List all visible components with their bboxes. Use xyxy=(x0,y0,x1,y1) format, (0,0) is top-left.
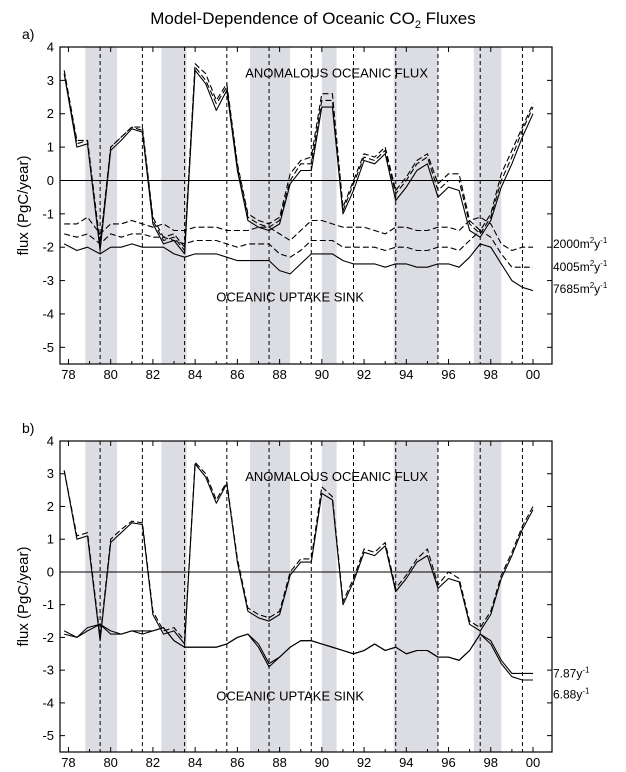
chart-1-x-tick-label-3: 84 xyxy=(188,367,202,382)
chart-2-y-tick-label-2: -3 xyxy=(42,663,54,678)
chart-1-series-sink-4 xyxy=(64,229,533,268)
chart-1-y-tick-label-9: 4 xyxy=(47,40,54,55)
chart-1-plot-frame xyxy=(59,46,553,365)
chart-2-annotation-1: OCEANIC UPTAKE SINK xyxy=(216,688,364,703)
chart-1-series-sink-3 xyxy=(63,243,534,292)
chart-2-series-sink-3 xyxy=(63,623,533,681)
chart-1-x-tick-label-8: 94 xyxy=(399,367,413,382)
chart-1-end-label-2: 7685m2y-1 xyxy=(553,281,608,296)
chart-1-y-tick-label-7: 2 xyxy=(47,106,54,121)
chart-2-y-tick-label-9: 4 xyxy=(47,434,54,449)
chart-1-y-tick-label-1: -4 xyxy=(42,306,54,321)
chart-2-x-tick-label-10: 98 xyxy=(484,755,498,770)
chart-1-x-tick-label-5: 88 xyxy=(272,367,286,382)
chart-1-shaded-period-5 xyxy=(473,47,502,364)
chart-1-y-tick-label-4: -1 xyxy=(42,206,54,221)
chart-2-y-tick-label-7: 2 xyxy=(47,499,54,514)
chart-1-y-tick-label-8: 3 xyxy=(47,73,54,88)
chart-1-end-label-0: 2000m2y-1 xyxy=(553,236,608,251)
chart-2-series-anomaly-0 xyxy=(63,463,534,645)
chart-2-shaded-period-1 xyxy=(161,441,187,752)
chart-2-annotation-0: ANOMALOUS OCEANIC FLUX xyxy=(245,469,428,484)
chart-2-y-tick-label-0: -5 xyxy=(42,728,54,743)
chart-2-end-label-0-part-0: 7.87y xyxy=(553,666,582,680)
chart-1-x-tick-label-2: 82 xyxy=(146,367,160,382)
chart-2-y-tick-label-1: -4 xyxy=(42,695,54,710)
chart-1-annotation-1: OCEANIC UPTAKE SINK xyxy=(216,289,364,304)
chart-2-x-tick-label-6: 90 xyxy=(315,755,329,770)
chart-2-x-tick-label-7: 92 xyxy=(357,755,371,770)
chart-2-x-tick-label-5: 88 xyxy=(272,755,286,770)
chart-1-x-tick-label-0: 78 xyxy=(61,367,75,382)
chart-2-y-tick-label-3: -2 xyxy=(42,630,54,645)
chart-1-end-label-1: 4005m2y-1 xyxy=(553,259,608,274)
chart-2-y-tick-label-8: 3 xyxy=(47,466,54,481)
chart-2-end-label-0-part-3: -1 xyxy=(582,665,590,674)
chart-1-annotation-0: ANOMALOUS OCEANIC FLUX xyxy=(245,66,428,81)
chart-2-shaded-period-0 xyxy=(85,441,118,752)
chart-1-y-tick-label-5: 0 xyxy=(47,173,54,188)
chart-1-x-tick-label-4: 86 xyxy=(230,367,244,382)
chart-1-y-tick-label-2: -3 xyxy=(42,273,54,288)
chart-2-y-axis-label: flux (PgC/year) xyxy=(15,546,32,646)
chart-2-end-label-1: 6.88y-1 xyxy=(553,687,590,702)
chart-2-x-tick-label-2: 82 xyxy=(146,755,160,770)
chart-1-end-label-0-part-1: 2 xyxy=(590,236,595,245)
chart-2-end-label-0: 7.87y-1 xyxy=(553,665,590,680)
chart-2-y-tick-label-4: -1 xyxy=(42,597,54,612)
chart-1-shaded-period-0 xyxy=(85,47,118,364)
chart-2-x-tick-label-11: 00 xyxy=(526,755,540,770)
chart-2-y-tick-label-5: 0 xyxy=(47,564,54,579)
chart-1-x-tick-label-1: 80 xyxy=(103,367,117,382)
chart-2-x-tick-label-9: 96 xyxy=(441,755,455,770)
chart-1-x-tick-label-7: 92 xyxy=(357,367,371,382)
chart-1-shaded-period-3 xyxy=(321,47,337,364)
chart-1-end-label-2-part-0: 7685m xyxy=(553,282,590,296)
chart-1-y-tick-label-3: -2 xyxy=(42,240,54,255)
chart-2-x-tick-label-0: 78 xyxy=(61,755,75,770)
chart-2-shaded-period-5 xyxy=(473,441,502,752)
chart-1-end-label-1-part-2: y xyxy=(594,260,600,274)
chart-2-x-tick-label-4: 86 xyxy=(230,755,244,770)
chart-2-y-tick-label-6: 1 xyxy=(47,532,54,547)
chart-1-y-tick-label-0: -5 xyxy=(42,340,54,355)
chart-1-x-tick-label-10: 98 xyxy=(484,367,498,382)
panel-b: -5 -4 -3 -2 -1 0 1 2 3 4 78 80 82 84 86 88 90 92 94 96 98 00 b… xyxy=(15,420,590,770)
chart-1-x-tick-label-11: 00 xyxy=(526,367,540,382)
chart-2-plot-frame xyxy=(59,440,553,753)
chart-2-end-label-1-part-0: 6.88y xyxy=(553,688,582,702)
chart-2-end-label-1-part-3: -1 xyxy=(582,687,590,696)
chart-1-end-label-0-part-2: y xyxy=(594,237,600,251)
panel-a: -5 -4 -3 -2 -1 0 1 2 3 4 78 80 82 84 86 88 90 92 94 96 98 00 a… xyxy=(15,26,608,382)
chart-1-series-anomaly-2 xyxy=(63,63,534,248)
chart-2-panel-label: b) xyxy=(22,420,34,436)
chart-1-end-label-2-part-3: -1 xyxy=(600,281,608,290)
chart-2-shaded-period-3 xyxy=(321,441,337,752)
chart-1-series-sink-5 xyxy=(64,216,533,252)
chart-1-y-tick-label-6: 1 xyxy=(47,140,54,155)
chart-1-end-label-1-part-1: 2 xyxy=(590,259,595,268)
chart-2-x-tick-label-8: 94 xyxy=(399,755,413,770)
chart-1-end-label-2-part-2: y xyxy=(594,282,600,296)
chart-1-y-axis-label: flux (PgC/year) xyxy=(15,155,32,255)
chart-2-x-tick-label-1: 80 xyxy=(103,755,117,770)
chart-2-series-anomaly-1 xyxy=(63,461,534,642)
chart-1-end-label-2-part-1: 2 xyxy=(590,281,595,290)
chart-1-end-label-0-part-3: -1 xyxy=(600,236,608,245)
chart-1-x-tick-label-6: 90 xyxy=(315,367,329,382)
chart-1-series-anomaly-1 xyxy=(63,66,534,252)
chart-1-end-label-1-part-0: 4005m xyxy=(553,260,590,274)
chart-1-end-label-1-part-3: -1 xyxy=(600,259,608,268)
chart-1-panel-label: a) xyxy=(22,26,34,42)
chart-2-shaded-period-4 xyxy=(393,441,438,752)
chart-1-x-tick-label-9: 96 xyxy=(441,367,455,382)
figure-title: Model-Dependence of Oceanic CO2 Fluxes xyxy=(150,9,476,31)
chart-1-end-label-0-part-0: 2000m xyxy=(553,237,590,251)
chart-1-shaded-period-4 xyxy=(393,47,438,364)
chart-1-shaded-period-1 xyxy=(161,47,187,364)
chart-2-x-tick-label-3: 84 xyxy=(188,755,202,770)
